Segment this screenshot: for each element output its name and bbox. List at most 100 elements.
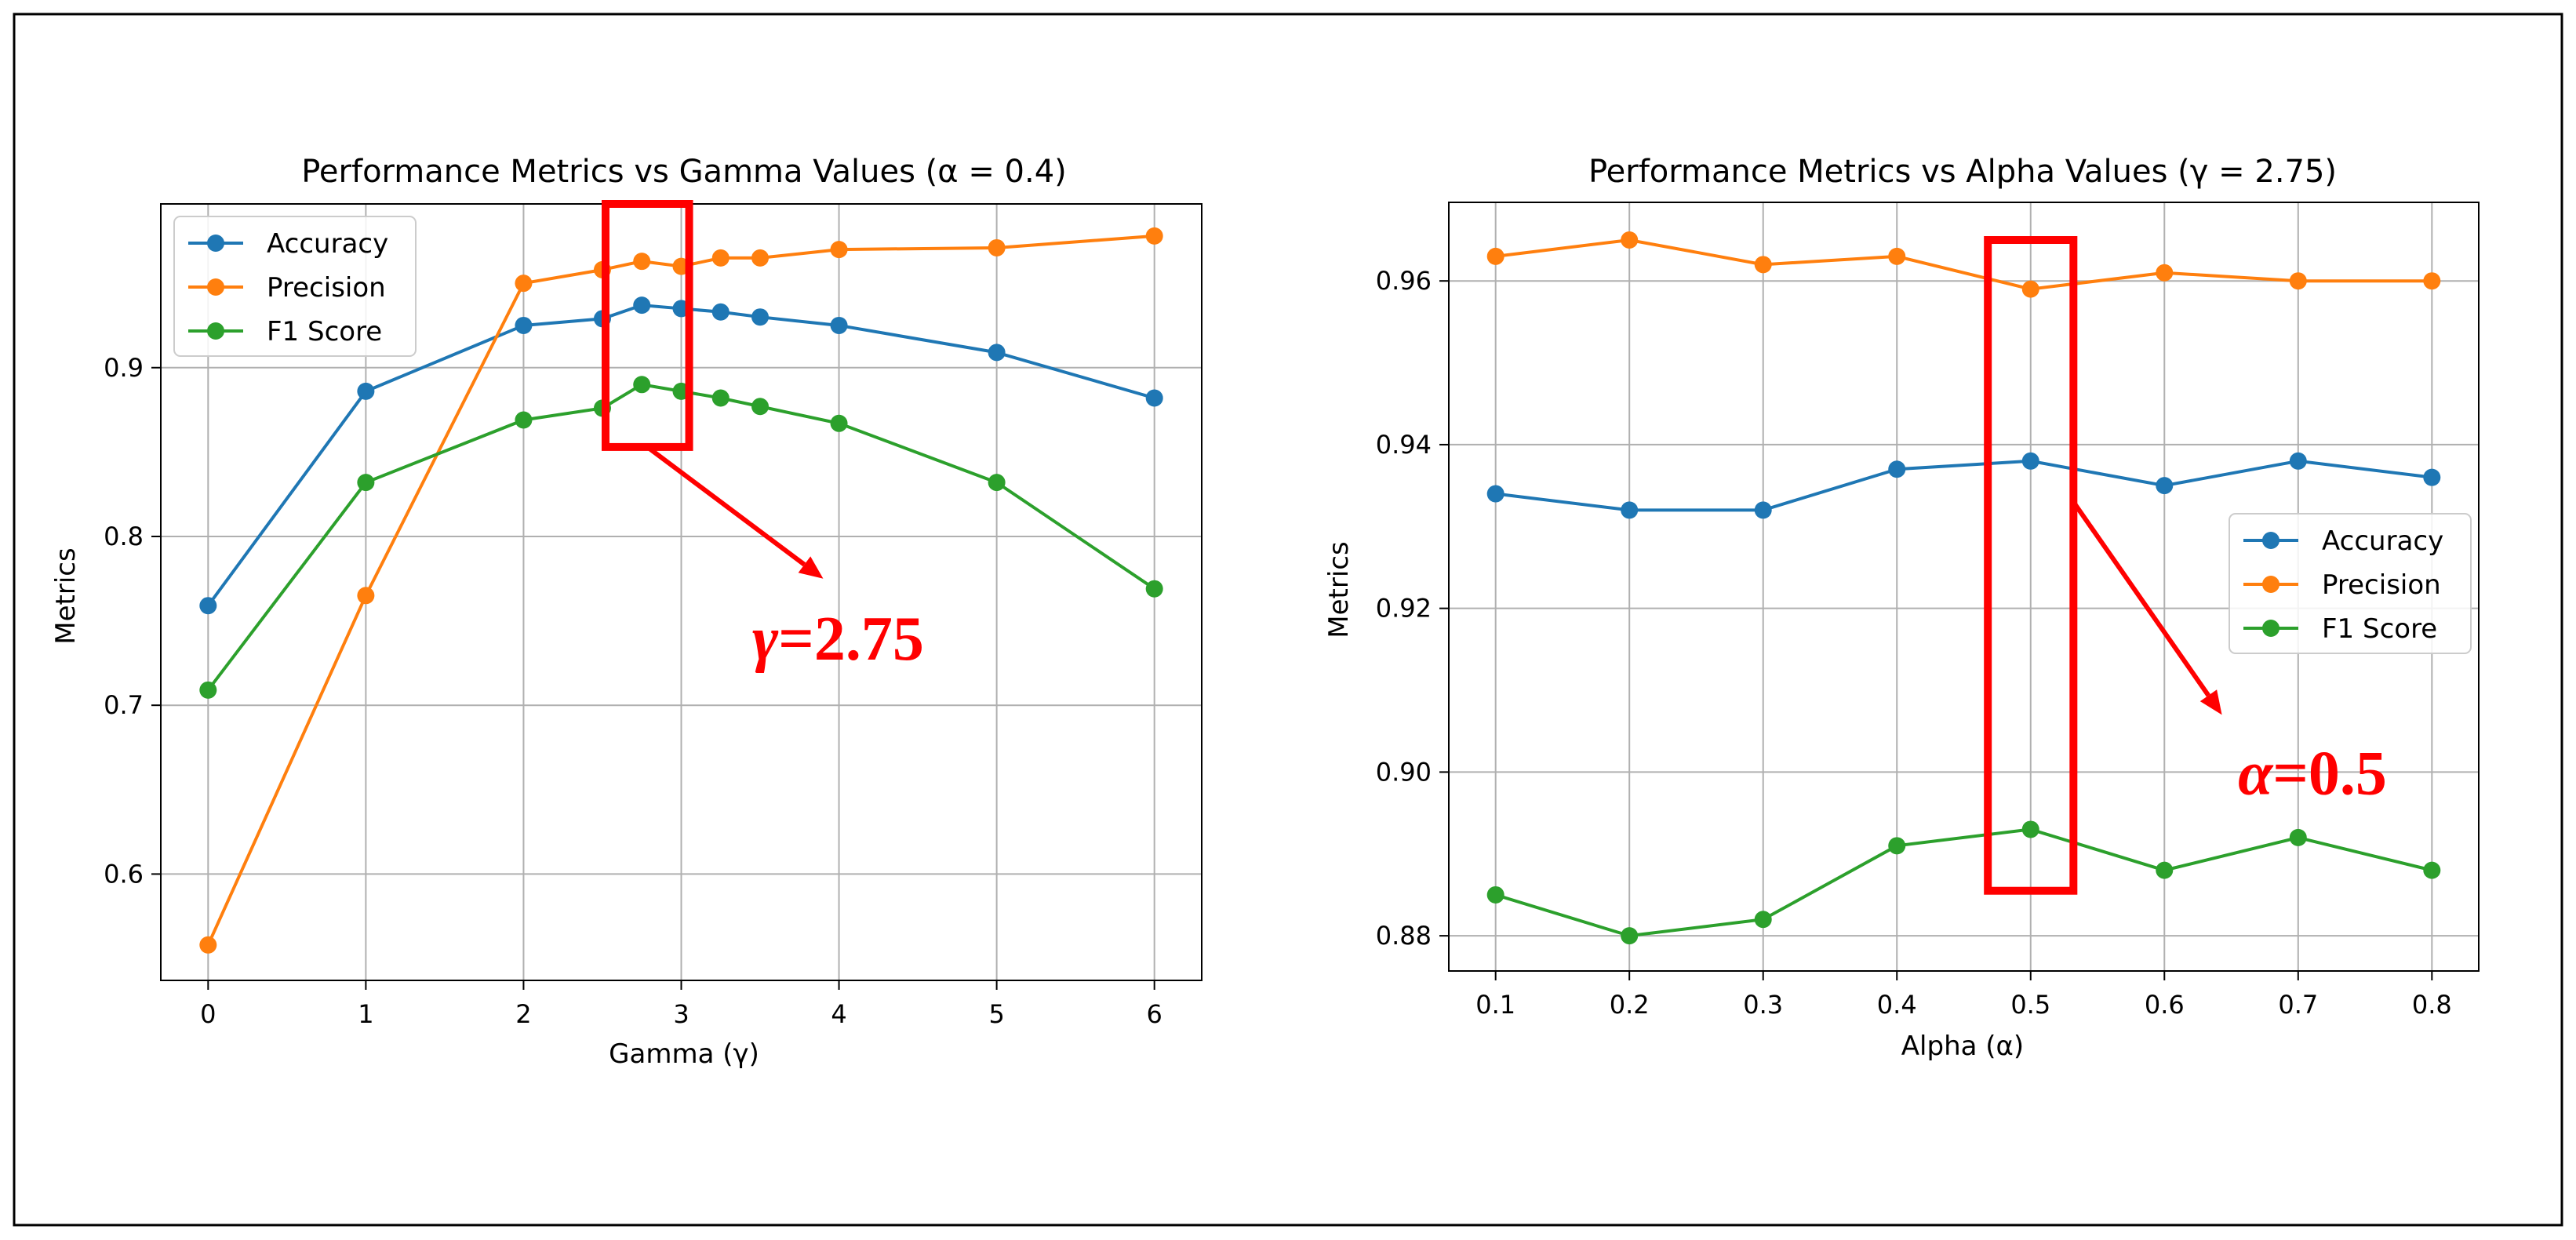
y-tick-label: 0.96 xyxy=(1376,266,1432,296)
data-point-precision xyxy=(1145,227,1163,245)
x-tick-label: 0.8 xyxy=(2412,990,2452,1020)
legend-f1-marker xyxy=(2262,620,2279,637)
data-point-accuracy xyxy=(751,308,770,326)
data-point-accuracy xyxy=(515,316,533,334)
data-point-precision xyxy=(2423,272,2441,290)
data-point-accuracy xyxy=(830,316,848,334)
annotation-arrow xyxy=(646,445,806,567)
x-tick-label: 0.3 xyxy=(1743,990,1783,1020)
y-tick-label: 0.90 xyxy=(1376,757,1432,787)
data-point-precision xyxy=(1486,247,1504,265)
data-point-accuracy xyxy=(988,344,1006,362)
data-point-accuracy xyxy=(1888,460,1906,478)
y-axis-ticks: 0.6 0.7 0.8 0.9 xyxy=(104,353,161,889)
legend-accuracy-marker xyxy=(207,235,224,252)
x-axis-ticks: 0 1 2 3 4 5 6 xyxy=(200,980,1162,1029)
annotation-symbol: α xyxy=(2238,739,2274,808)
chart-title: Performance Metrics vs Alpha Values (γ =… xyxy=(1588,154,2337,190)
x-tick-label: 0 xyxy=(200,999,216,1029)
x-tick-label: 0.4 xyxy=(1877,990,1917,1020)
annotation-label: α=0.5 xyxy=(2238,739,2387,808)
series-line-f1 xyxy=(1495,827,2432,938)
x-axis-label: Gamma (γ) xyxy=(609,1038,759,1070)
data-point-precision xyxy=(2289,272,2307,290)
x-tick-label: 5 xyxy=(988,999,1004,1029)
chart-title: Performance Metrics vs Gamma Values (α =… xyxy=(301,154,1067,190)
data-point-accuracy xyxy=(2289,452,2307,470)
data-point-accuracy xyxy=(357,382,375,400)
x-tick-label: 0.2 xyxy=(1610,990,1650,1020)
legend: Accuracy Precision F1 Score xyxy=(173,216,417,357)
data-point-f1 xyxy=(357,474,375,492)
legend-accuracy-label: Accuracy xyxy=(267,228,388,260)
data-point-accuracy xyxy=(2021,452,2039,470)
data-point-f1 xyxy=(1145,580,1163,598)
y-tick-label: 0.9 xyxy=(104,353,144,383)
x-tick-label: 6 xyxy=(1147,999,1162,1029)
data-point-f1 xyxy=(633,376,651,394)
data-point-f1 xyxy=(1888,837,1906,855)
data-point-accuracy xyxy=(199,597,217,615)
series-precision xyxy=(1486,231,2441,298)
series-accuracy xyxy=(1486,452,2441,519)
annotation-arrow xyxy=(2071,500,2210,697)
alpha-chart: Performance Metrics vs Alpha Values (γ =… xyxy=(1323,154,2480,1062)
y-tick-label: 0.8 xyxy=(104,522,144,551)
data-point-f1 xyxy=(2021,820,2039,838)
data-point-accuracy xyxy=(633,296,651,315)
legend-f1-marker xyxy=(207,322,224,340)
data-point-f1 xyxy=(2156,861,2174,879)
legend-accuracy-label: Accuracy xyxy=(2322,525,2443,557)
data-point-precision xyxy=(830,241,848,259)
data-point-precision xyxy=(2156,264,2174,282)
data-point-accuracy xyxy=(2156,477,2174,495)
data-point-precision xyxy=(1754,256,1772,274)
data-point-accuracy xyxy=(1754,501,1772,519)
annotation-arrowhead xyxy=(2199,689,2222,715)
data-point-f1 xyxy=(2423,861,2441,879)
data-point-precision xyxy=(751,249,770,267)
data-point-f1 xyxy=(1754,911,1772,929)
y-tick-label: 0.88 xyxy=(1376,921,1432,951)
data-point-f1 xyxy=(711,389,730,407)
data-point-f1 xyxy=(751,398,770,416)
data-point-precision xyxy=(2021,280,2039,298)
series-line-accuracy xyxy=(1495,459,2432,512)
series-layer xyxy=(1486,231,2441,945)
data-point-f1 xyxy=(1486,885,1504,904)
legend-f1-label: F1 Score xyxy=(267,316,382,347)
x-tick-label: 0.7 xyxy=(2278,990,2318,1020)
data-point-precision xyxy=(633,253,651,271)
y-axis-label: Metrics xyxy=(1323,541,1355,638)
y-tick-label: 0.7 xyxy=(104,690,144,720)
x-tick-label: 0.6 xyxy=(2145,990,2185,1020)
legend-box xyxy=(2229,513,2472,654)
data-point-f1 xyxy=(988,474,1006,492)
x-tick-label: 3 xyxy=(673,999,689,1029)
plot-area xyxy=(1448,202,2480,972)
annotation-value: =0.5 xyxy=(2272,739,2387,808)
annotation-label: γ=2.75 xyxy=(752,605,924,674)
data-point-precision xyxy=(988,238,1006,256)
y-tick-label: 0.92 xyxy=(1376,594,1432,624)
data-point-f1 xyxy=(2289,828,2307,846)
data-point-f1 xyxy=(515,411,533,429)
series-line-precision xyxy=(1495,238,2432,291)
legend-f1-label: F1 Score xyxy=(2322,613,2437,645)
legend-precision-marker xyxy=(2262,576,2279,593)
data-point-f1 xyxy=(1621,927,1639,945)
legend: Accuracy Precision F1 Score xyxy=(2229,513,2472,654)
legend-box xyxy=(173,216,417,357)
y-axis-ticks: 0.88 0.90 0.92 0.94 0.96 xyxy=(1376,266,1449,951)
y-tick-label: 0.94 xyxy=(1376,430,1432,460)
data-point-f1 xyxy=(199,681,217,699)
y-tick-label: 0.6 xyxy=(104,859,144,889)
annotation-value: =2.75 xyxy=(778,605,924,674)
data-point-precision xyxy=(1621,231,1639,249)
y-axis-label: Metrics xyxy=(50,547,82,644)
figure-frame xyxy=(13,13,2563,1227)
data-point-precision xyxy=(711,249,730,267)
data-point-accuracy xyxy=(1486,485,1504,503)
data-point-f1 xyxy=(830,414,848,432)
